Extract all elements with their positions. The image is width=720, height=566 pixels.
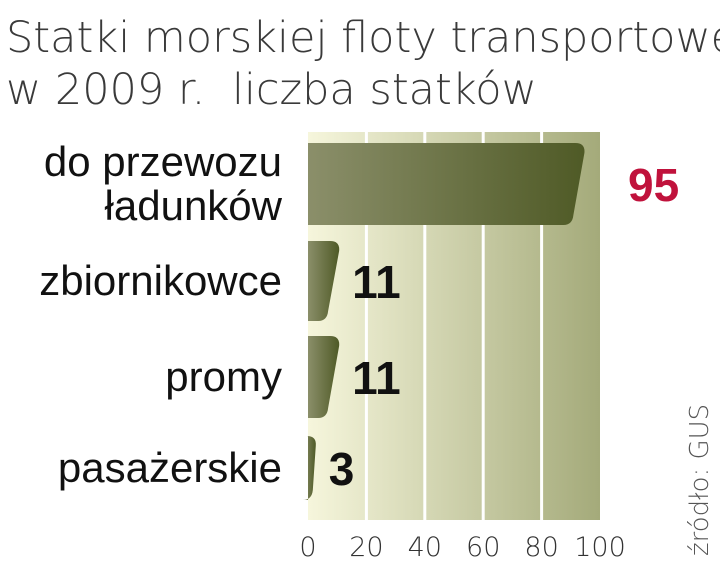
source-note: źródło: GUS [685,404,715,556]
value-label: 95 [628,159,679,211]
value-label: 3 [329,443,355,495]
x-tick-label: 40 [408,532,442,563]
bars [302,143,585,500]
value-label: 11 [352,256,401,308]
x-tick-label: 0 [299,532,316,563]
chart-subtitle-year: w 2009 r. [6,65,205,115]
x-tick-label: 20 [349,532,383,563]
category-label: zbiornikowce [39,257,282,304]
category-label: pasażerskie [58,444,282,491]
chart-title: Statki morskiej floty transportowej [6,13,720,63]
bar [308,241,340,321]
value-label: 11 [352,352,401,404]
x-axis-ticks: 0 20 40 60 80 100 [299,532,625,563]
x-tick-label: 80 [524,532,558,563]
x-tick-label: 60 [466,532,500,563]
x-tick-label: 100 [574,532,626,563]
category-label: ładunków [105,182,283,229]
bar [302,436,316,500]
bar [308,143,585,225]
category-label: promy [165,353,282,400]
bar [308,336,340,418]
value-labels: 95 11 11 3 [329,159,679,495]
chart-subtitle-unit: liczba statków [232,65,537,115]
category-label: do przewozu [44,138,282,185]
